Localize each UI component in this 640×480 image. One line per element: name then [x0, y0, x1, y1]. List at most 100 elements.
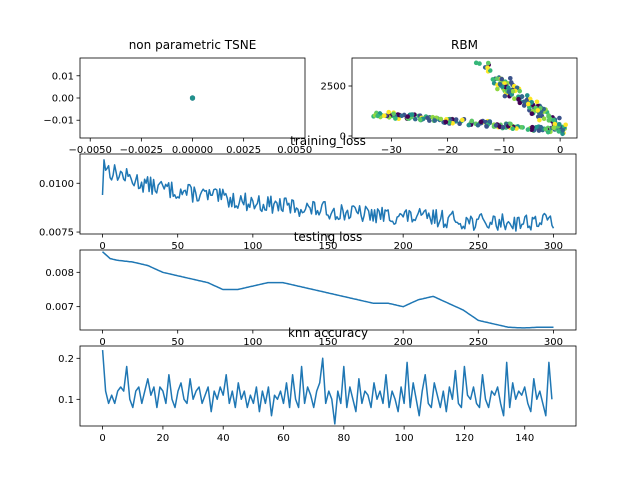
testing-title: testing loss: [294, 230, 363, 244]
rbm-point: [495, 86, 500, 92]
rbm-point: [493, 123, 499, 128]
rbm-point: [545, 129, 551, 135]
rbm-point: [405, 114, 411, 119]
training-xtick-label: 300: [544, 241, 563, 252]
tsne-xtick-label: 0.00000: [172, 145, 213, 156]
tsne-point: [189, 95, 196, 101]
knn-plot: [101, 350, 553, 425]
rbm-point: [399, 113, 405, 119]
rbm-point: [487, 119, 493, 124]
rbm-point: [478, 119, 484, 125]
testing-xtick-label: 100: [243, 337, 262, 348]
rbm-point: [563, 122, 568, 128]
training-title: training_loss: [290, 134, 366, 148]
rbm-point: [560, 127, 566, 133]
rbm-point: [521, 103, 527, 108]
rbm-point: [524, 93, 530, 98]
rbm-point: [517, 100, 523, 106]
training-xtick-label: 200: [394, 241, 413, 252]
rbm-point: [432, 118, 438, 123]
rbm-point: [409, 112, 415, 117]
rbm-point: [510, 126, 516, 132]
rbm-plot: [371, 60, 568, 137]
rbm-point: [484, 124, 489, 129]
testing-xtick-label: 250: [469, 337, 488, 348]
rbm-point: [500, 124, 506, 130]
rbm-point: [502, 93, 508, 99]
rbm-xtick-label: −30: [381, 145, 402, 156]
training-xtick-label: 250: [469, 241, 488, 252]
rbm-point: [417, 117, 423, 122]
rbm-ytick-label: 0: [340, 132, 346, 143]
rbm-point: [525, 127, 531, 132]
rbm-frame: [351, 57, 578, 139]
rbm-axes: −30 −20 −10 0 0 2500 RBM: [321, 38, 578, 156]
rbm-point: [382, 113, 387, 119]
rbm-point: [450, 120, 455, 126]
testing-plot: [101, 251, 554, 329]
testing-frame: [79, 249, 577, 331]
knn-xtick-label: 80: [337, 433, 350, 444]
knn-accuracy-line: [101, 350, 553, 425]
rbm-point: [453, 117, 459, 122]
rbm-point: [560, 131, 565, 137]
testing-ytick-label: 0.007: [45, 302, 74, 313]
rbm-point: [386, 109, 392, 115]
knn-ytick-label: 0.1: [58, 395, 74, 406]
rbm-point: [533, 124, 539, 130]
tsne-ytick-label: 0.00: [52, 94, 74, 105]
rbm-point: [506, 89, 512, 95]
rbm-point: [460, 117, 465, 123]
rbm-point: [556, 129, 562, 134]
rbm-point: [412, 116, 418, 122]
rbm-point: [508, 80, 514, 85]
knn-title: knn accuracy: [288, 326, 368, 340]
rbm-point: [507, 75, 513, 81]
rbm-title: RBM: [451, 38, 478, 52]
knn-xtick-label: 0: [99, 433, 105, 444]
testing-xtick-label: 200: [394, 337, 413, 348]
training-plot: [101, 159, 555, 232]
rbm-point: [552, 121, 558, 127]
knn-frame: [79, 345, 577, 427]
rbm-point: [551, 117, 556, 123]
testing-xtick-label: 300: [544, 337, 563, 348]
rbm-point: [506, 85, 511, 90]
testing-ytick-label: 0.008: [45, 268, 74, 279]
rbm-point: [477, 61, 482, 66]
rbm-point: [469, 118, 475, 124]
rbm-point: [551, 125, 556, 131]
training-xtick-label: 150: [318, 241, 337, 252]
tsne-frame: [79, 57, 306, 139]
rbm-point: [494, 76, 500, 82]
rbm-point: [516, 96, 521, 102]
rbm-point: [512, 96, 517, 102]
tsne-xtick-label: −0.0025: [120, 145, 163, 156]
tsne-xtick-label: 0.0050: [277, 145, 312, 156]
rbm-ytick-label: 2500: [321, 82, 346, 93]
rbm-point: [487, 68, 493, 73]
rbm-point: [499, 76, 505, 82]
testing-axes: 0 50 100 150 200 250 300 0.007 0.008 testing loss: [45, 230, 577, 348]
knn-xtick-label: 120: [455, 433, 474, 444]
training-xtick-label: 50: [171, 241, 184, 252]
tsne-plot: [189, 95, 196, 101]
rbm-point: [443, 119, 449, 125]
tsne-axes: −0.0050 −0.0025 0.00000 0.0025 0.0050 −0.01 0.…: [43, 38, 312, 156]
training-loss-line: [101, 159, 555, 232]
rbm-point: [556, 121, 562, 127]
tsne-xtick-label: −0.0050: [69, 145, 112, 156]
rbm-point: [396, 116, 401, 122]
rbm-point: [525, 101, 531, 107]
rbm-point: [546, 118, 552, 123]
rbm-point: [537, 117, 542, 123]
training-ytick-label: 0.0100: [39, 179, 74, 190]
testing-xtick-label: 0: [99, 337, 105, 348]
rbm-point: [536, 128, 542, 133]
rbm-point: [475, 122, 481, 128]
rbm-point: [425, 115, 430, 121]
rbm-point: [490, 77, 496, 82]
rbm-point: [485, 60, 491, 66]
rbm-point: [391, 111, 396, 117]
